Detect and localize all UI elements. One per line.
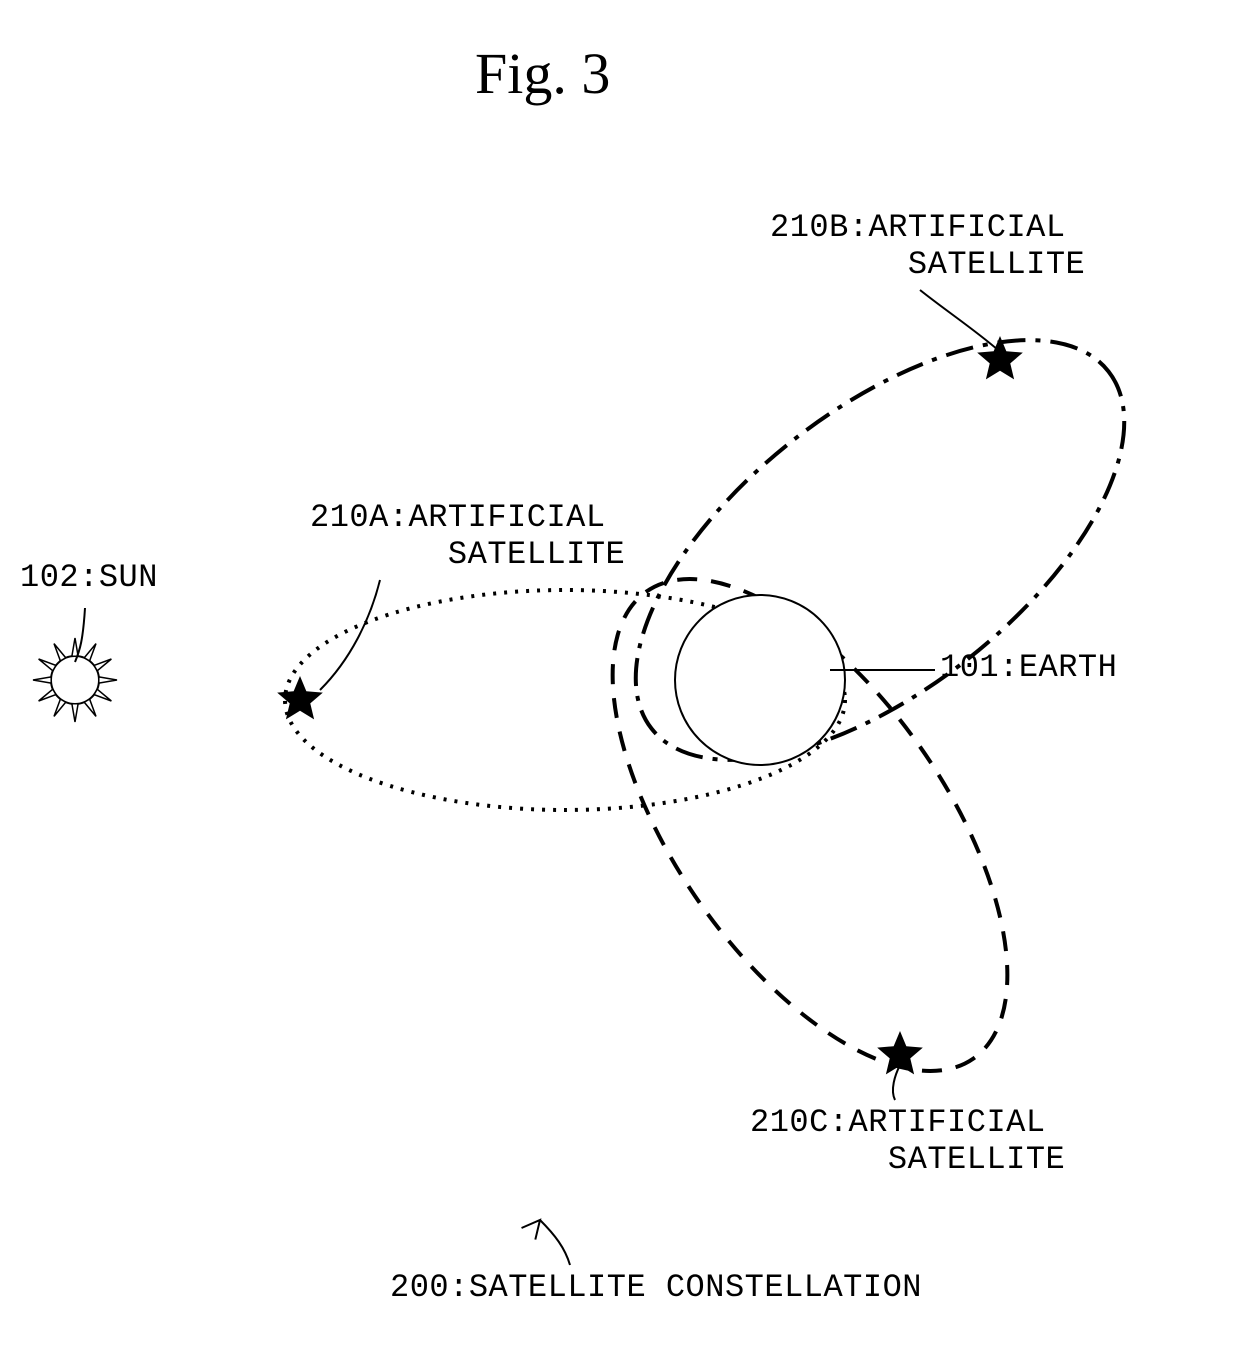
label-constellation: 200:SATELLITE CONSTELLATION [390, 1270, 922, 1307]
figure-stage: Fig. 3 102:SUN 210A:ARTIFICIAL SATELLITE… [0, 0, 1240, 1371]
label-sun: 102:SUN [20, 560, 158, 597]
label-satellite-c: 210C:ARTIFICIAL SATELLITE [750, 1105, 1065, 1179]
label-satellite-a: 210A:ARTIFICIAL SATELLITE [310, 500, 625, 574]
label-satellite-b: 210B:ARTIFICIAL SATELLITE [770, 210, 1085, 284]
label-earth: 101:EARTH [940, 650, 1117, 687]
